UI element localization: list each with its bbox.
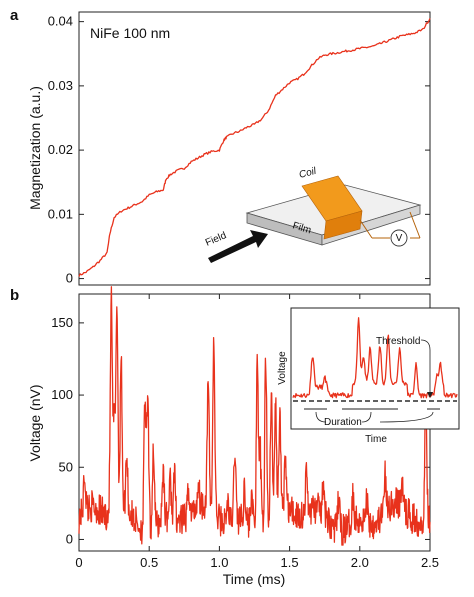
film-side-face: [321, 204, 421, 246]
inset-x-label: Time: [365, 434, 387, 445]
panel-a-y-tick-label: 0.02: [48, 142, 73, 157]
panel-b-y-tick-label: 100: [51, 387, 73, 402]
film-coil-schematic: V Coil Film Field: [204, 166, 422, 263]
duration-pointer-1: [315, 411, 327, 423]
inset-threshold-label: Threshold: [376, 336, 420, 347]
voltmeter-label: V: [396, 233, 403, 244]
panel-a-y-tick-label: 0.01: [48, 206, 73, 221]
voltage-series-line: [78, 286, 431, 546]
panel-b-x-axis-label: Time (ms): [223, 571, 285, 587]
magnetization-series-line: [78, 18, 431, 277]
panel-b-y-tick-label: 150: [51, 315, 73, 330]
duration-pointer-3: [379, 411, 434, 423]
inset-chart: Threshold Duration Time Voltage: [277, 307, 460, 445]
panel-b-y-axis-label: Voltage (nV): [27, 384, 43, 461]
voltmeter-icon: [390, 229, 408, 247]
panel-b-y-tick-label: 0: [66, 531, 73, 546]
inset-frame: [290, 307, 460, 430]
field-label: Field: [204, 230, 228, 249]
panel-a-y-tick-label: 0.03: [48, 78, 73, 93]
panel-b-label: b: [10, 287, 19, 304]
panel-a-y-tick-label: 0.04: [48, 14, 73, 29]
inset-y-label: Voltage: [277, 351, 288, 385]
coil-front: [323, 210, 363, 240]
coil-wire-1: [359, 219, 373, 239]
field-arrow-icon: [208, 230, 268, 263]
panel-a-y-tick-label: 0: [66, 271, 73, 286]
panel-a-annotation: NiFe 100 nm: [90, 25, 170, 41]
panel-b-x-tick-label: 1.5: [281, 555, 299, 570]
threshold-pointer: [420, 339, 431, 395]
panel-a-chart: 0 0.01 0.02 0.03 0.04 Magnetization (a.u.) N…: [27, 11, 431, 286]
panel-b-x-tick-label: 0: [75, 555, 82, 570]
panel-b-x-tick-label: 2.0: [351, 555, 369, 570]
panel-b-y-tick-label: 50: [59, 459, 73, 474]
threshold-arrowhead: [427, 392, 433, 398]
inset-duration-label: Duration: [324, 417, 362, 428]
panel-b-x-tick-label: 1.0: [210, 555, 228, 570]
panel-b-x-tick-label: 0.5: [140, 555, 158, 570]
duration-pointer-2: [361, 411, 372, 423]
coil-label: Coil: [298, 166, 318, 181]
coil-wire-4: [409, 211, 421, 239]
panel-a-frame: [78, 11, 431, 286]
panel-b-x-tick-label: 2.5: [421, 555, 439, 570]
film-label: Film: [291, 220, 312, 236]
panel-a-y-axis-label: Magnetization (a.u.): [27, 86, 43, 210]
panel-a-label: a: [10, 7, 19, 24]
